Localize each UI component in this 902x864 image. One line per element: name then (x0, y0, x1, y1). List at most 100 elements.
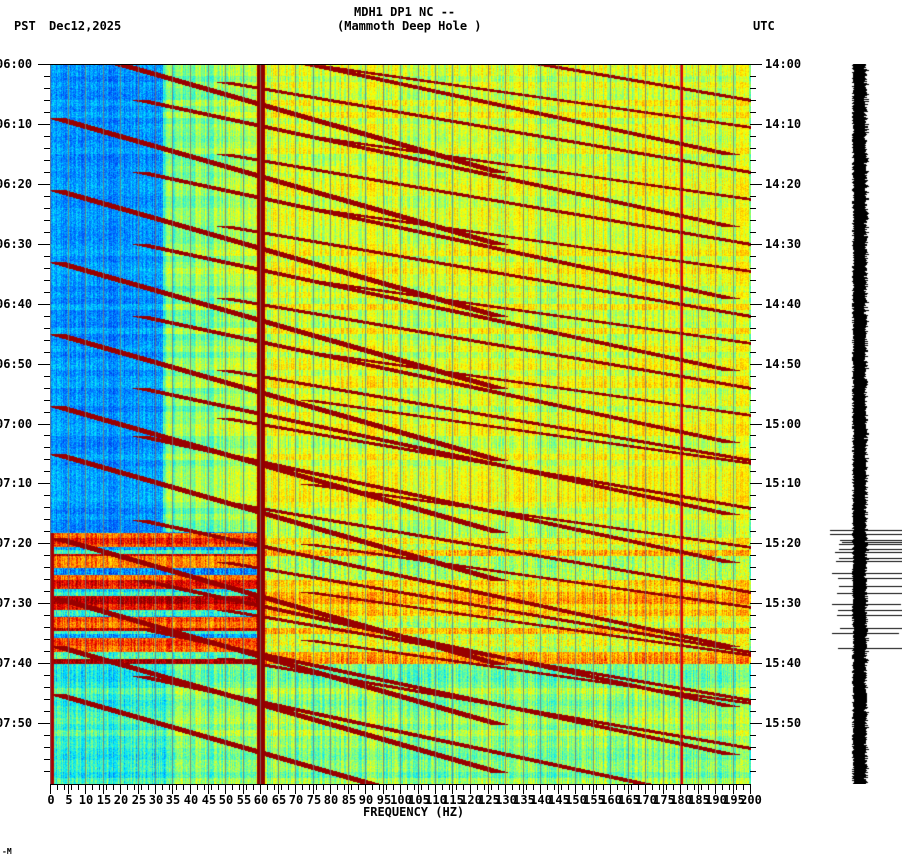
x-tick (624, 784, 625, 790)
y-tick (750, 400, 756, 401)
x-tick-label: 185 (688, 793, 710, 807)
y-tick (750, 376, 756, 377)
footer-mark: -M (2, 847, 12, 856)
y-tick (38, 244, 50, 245)
x-tick (386, 784, 387, 790)
x-tick (232, 784, 233, 790)
y-tick (750, 172, 756, 173)
y-tick-label-right: 15:10 (765, 476, 802, 490)
x-tick (488, 784, 489, 794)
x-tick (400, 784, 401, 794)
x-tick (659, 784, 660, 790)
x-tick-label: 160 (600, 793, 622, 807)
y-tick (44, 232, 50, 233)
y-tick (44, 292, 50, 293)
y-tick (750, 232, 756, 233)
y-tick (750, 459, 756, 460)
x-tick (246, 784, 247, 790)
x-tick-label: 5 (65, 793, 73, 807)
x-axis-label: FREQUENCY (HZ) (363, 805, 465, 819)
x-tick (418, 784, 419, 794)
y-tick (750, 304, 762, 305)
x-tick-label: 20 (113, 793, 129, 807)
y-tick (750, 495, 756, 496)
y-tick (750, 747, 756, 748)
x-tick (558, 784, 559, 794)
y-tick (44, 400, 50, 401)
y-tick (750, 627, 756, 628)
x-tick (533, 784, 534, 790)
y-tick (44, 507, 50, 508)
y-tick (44, 208, 50, 209)
y-tick (750, 663, 762, 664)
y-tick (750, 328, 756, 329)
x-tick (288, 784, 289, 790)
x-tick (701, 784, 702, 790)
y-tick (44, 519, 50, 520)
y-tick (44, 555, 50, 556)
x-tick (603, 784, 604, 790)
x-tick (593, 784, 594, 794)
x-tick (64, 784, 65, 790)
y-tick (44, 76, 50, 77)
y-tick (750, 447, 756, 448)
y-tick (44, 687, 50, 688)
y-tick-label-right: 15:00 (765, 417, 802, 431)
x-tick-label: 25 (131, 793, 147, 807)
y-tick (750, 615, 756, 616)
x-tick (596, 784, 597, 790)
x-tick (127, 784, 128, 790)
x-tick-label: 90 (358, 793, 374, 807)
x-tick (687, 784, 688, 790)
x-tick (383, 784, 384, 794)
y-tick (750, 639, 756, 640)
y-tick (750, 555, 756, 556)
x-tick (239, 784, 240, 790)
x-tick (141, 784, 142, 790)
y-tick (44, 220, 50, 221)
x-tick-label: 150 (565, 793, 587, 807)
x-tick (428, 784, 429, 790)
y-tick (750, 388, 756, 389)
y-tick-label-left: 06:00 (0, 57, 33, 71)
y-tick (750, 124, 762, 125)
x-tick-label: 15 (96, 793, 112, 807)
y-tick (750, 543, 762, 544)
x-tick (673, 784, 674, 790)
x-tick-label: 95 (376, 793, 392, 807)
x-tick (113, 784, 114, 790)
x-tick (253, 784, 254, 790)
x-tick-label: 70 (288, 793, 304, 807)
x-tick (197, 784, 198, 790)
y-tick (750, 148, 756, 149)
x-tick (274, 784, 275, 790)
y-tick (44, 376, 50, 377)
y-tick (750, 531, 756, 532)
y-tick (750, 64, 762, 65)
y-tick (44, 196, 50, 197)
x-tick (211, 784, 212, 790)
y-tick (44, 136, 50, 137)
y-tick (44, 735, 50, 736)
x-tick-label: 30 (148, 793, 164, 807)
x-tick (57, 784, 58, 790)
x-tick (281, 784, 282, 790)
y-tick (38, 184, 50, 185)
y-tick-label-left: 07:50 (0, 716, 33, 730)
x-tick (610, 784, 611, 794)
y-tick (44, 388, 50, 389)
y-tick (750, 579, 756, 580)
x-tick (148, 784, 149, 790)
x-tick (134, 784, 135, 790)
y-tick (38, 64, 50, 65)
y-tick (44, 256, 50, 257)
x-tick (50, 784, 51, 794)
y-tick (750, 675, 756, 676)
y-tick-label-right: 14:00 (765, 57, 802, 71)
y-tick (750, 519, 756, 520)
x-tick (169, 784, 170, 790)
y-tick (750, 220, 756, 221)
x-tick (442, 784, 443, 790)
y-tick (750, 244, 762, 245)
y-tick (44, 112, 50, 113)
